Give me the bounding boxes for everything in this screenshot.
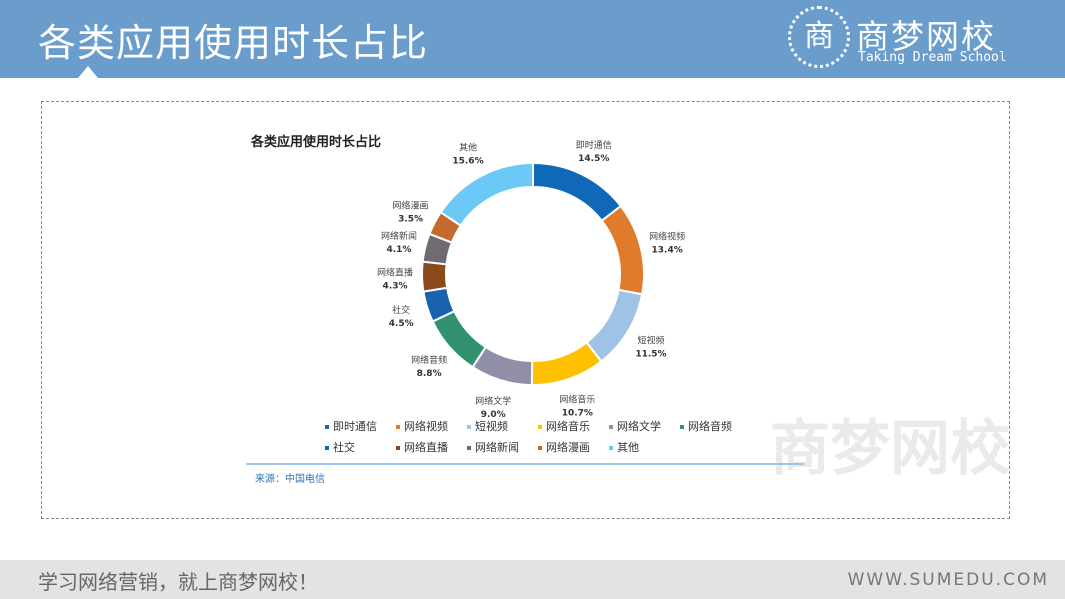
slice-value-label: 9.0% — [481, 410, 506, 420]
slice-label: 其他 — [459, 141, 477, 153]
donut-slice — [532, 161, 623, 223]
source-note: 来源：中国电信 — [255, 474, 325, 485]
legend-item: 网络文学 — [609, 418, 680, 439]
slice-label: 网络文学 — [475, 395, 511, 407]
donut-slice — [439, 161, 534, 228]
legend-swatch — [609, 425, 613, 429]
slice-value-label: 10.7% — [562, 409, 593, 419]
slice-label: 网络音频 — [411, 354, 447, 366]
page-title: 各类应用使用时长占比 — [38, 21, 429, 65]
legend-label: 即时通信 — [333, 420, 377, 433]
brand-name-en: Taking Dream School — [858, 50, 1007, 65]
legend-label: 网络新闻 — [475, 441, 519, 454]
legend-item: 网络视频 — [396, 418, 467, 439]
divider — [246, 463, 804, 465]
brand-logo: 商 — [788, 6, 850, 68]
legend-swatch — [467, 425, 471, 429]
legend-swatch — [609, 446, 613, 450]
legend-item: 网络音频 — [680, 418, 751, 439]
legend-label: 网络漫画 — [546, 441, 590, 454]
header-bar — [0, 0, 1065, 78]
chart-legend: 即时通信 网络视频 短视频 网络音乐 网络文学 网络音频社交 网络直播 网络新闻 网络漫画 其他 — [325, 418, 795, 460]
slice-value-label: 4.1% — [386, 245, 411, 255]
legend-swatch — [325, 446, 329, 450]
slice-label: 网络视频 — [649, 231, 685, 243]
legend-label: 社交 — [333, 441, 355, 454]
donut-chart: 即时通信 14.5% 网络视频 13.4% 短视频 11.5% 网络音乐 10.7% 网络文学 9… — [377, 139, 685, 420]
legend-label: 网络音频 — [688, 420, 732, 433]
slice-value-label: 4.3% — [383, 281, 408, 291]
footer-bar — [0, 560, 1065, 599]
legend-swatch — [680, 425, 684, 429]
legend-item: 其他 — [609, 439, 680, 460]
legend-label: 短视频 — [475, 420, 508, 433]
slice-value-label: 8.8% — [417, 369, 442, 379]
brand-name: 商梦网校 — [856, 17, 996, 56]
legend-label: 其他 — [617, 441, 639, 454]
chart-frame — [41, 101, 1010, 519]
slice-label: 社交 — [392, 304, 410, 316]
donut-slice — [600, 204, 645, 296]
slice-value-label: 13.4% — [652, 246, 683, 256]
slice-value-label: 14.5% — [578, 154, 609, 164]
watermark: 商梦网校 — [770, 414, 1010, 484]
donut-slice — [585, 288, 644, 363]
slice-value-label: 3.5% — [398, 214, 423, 224]
slice-value-label: 15.6% — [452, 156, 483, 166]
legend-swatch — [538, 446, 542, 450]
slice-label: 短视频 — [637, 335, 664, 347]
slice-label: 即时通信 — [576, 139, 612, 151]
slice-label: 网络直播 — [377, 266, 413, 278]
chart-title: 各类应用使用时长占比 — [251, 135, 382, 150]
legend-label: 网络文学 — [617, 420, 661, 433]
header-notch — [78, 66, 98, 78]
legend-item: 网络音乐 — [538, 418, 609, 439]
legend-swatch — [396, 425, 400, 429]
footer-url[interactable]: WWW.SUMEDU.COM — [847, 570, 1049, 590]
slice-label: 网络漫画 — [393, 199, 429, 211]
legend-item: 即时通信 — [325, 418, 396, 439]
slice-label: 网络新闻 — [381, 230, 417, 242]
legend-item: 社交 — [325, 439, 396, 460]
legend-label: 网络直播 — [404, 441, 448, 454]
footer-slogan: 学习网络营销，就上商梦网校！ — [38, 570, 318, 594]
legend-swatch — [396, 446, 400, 450]
legend-label: 网络音乐 — [546, 420, 590, 433]
legend-item: 短视频 — [467, 418, 538, 439]
legend-swatch — [467, 446, 471, 450]
donut-slice — [421, 260, 449, 293]
legend-swatch — [538, 425, 542, 429]
slice-label: 网络音乐 — [559, 394, 595, 406]
slice-value-label: 4.5% — [389, 319, 414, 329]
slice-value-label: 11.5% — [635, 350, 666, 360]
legend-item: 网络直播 — [396, 439, 467, 460]
legend-item: 网络漫画 — [538, 439, 609, 460]
legend-label: 网络视频 — [404, 420, 448, 433]
donut-slice — [530, 341, 603, 386]
legend-swatch — [325, 425, 329, 429]
legend-item: 网络新闻 — [467, 439, 538, 460]
